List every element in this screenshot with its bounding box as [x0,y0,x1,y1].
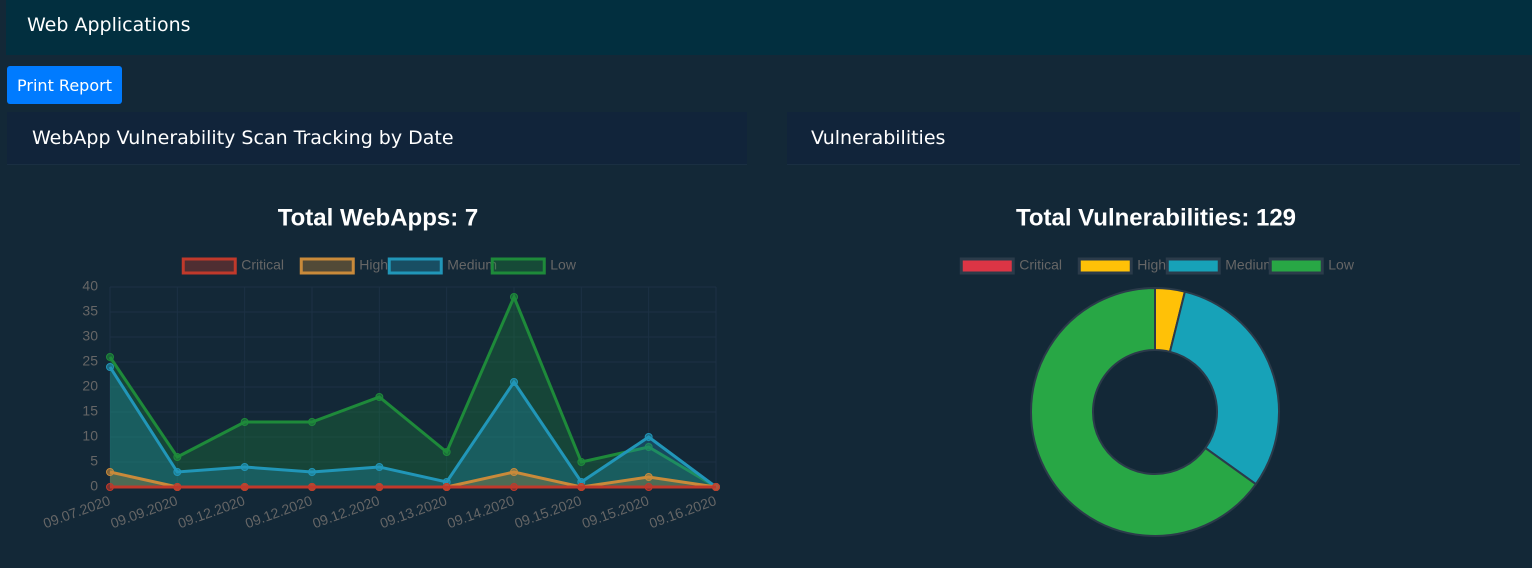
legend-label: Medium [447,257,497,273]
legend-label: Low [1328,257,1355,273]
data-point [375,463,384,471]
data-point [510,378,518,386]
data-point [510,293,518,301]
y-tick-label: 40 [82,278,98,294]
y-tick-label: 15 [82,403,98,419]
data-point [577,483,586,491]
panel-title: Vulnerabilities [787,112,1520,165]
x-tick-label: 09.13.2020 [378,492,450,531]
series-area [110,297,716,487]
y-tick-label: 25 [82,353,98,369]
y-tick-label: 35 [82,303,98,319]
data-point [173,453,182,461]
y-tick-label: 5 [90,453,98,469]
y-tick-label: 0 [90,478,98,494]
data-point [308,483,316,491]
data-point [644,483,653,491]
series-area [110,367,716,487]
header-title: Web Applications [6,0,1532,55]
data-point [240,483,249,491]
data-point [375,393,384,401]
x-tick-label: 09.14.2020 [445,492,517,531]
data-point [106,468,114,476]
data-point [577,458,586,466]
data-point [442,483,451,491]
x-tick-label: 09.12.2020 [243,492,315,531]
x-tick-label: 09.07.2020 [41,492,113,531]
legend-label: Low [550,257,577,273]
panel-title: WebApp Vulnerability Scan Tracking by Da… [7,112,747,165]
x-tick-label: 09.09.2020 [108,492,180,531]
legend-label: High [359,257,388,273]
print-report-button[interactable]: Print Report [7,66,122,104]
x-tick-label: 09.16.2020 [647,492,719,531]
legend-swatch [299,257,355,275]
series-line [108,366,717,489]
legend-label: Critical [1019,257,1062,273]
legend-label: High [1137,257,1166,273]
data-point [106,483,114,491]
legend-swatch [1268,257,1324,275]
data-point [106,363,114,371]
data-point [442,448,451,456]
legend-label: Medium [1225,257,1275,273]
data-point [375,483,384,491]
y-tick-label: 20 [82,378,98,394]
legend-label: Critical [241,257,284,273]
data-point [308,468,316,476]
data-point [644,433,653,441]
data-point [510,483,518,491]
data-point [510,468,518,476]
legend-swatch [1077,257,1133,275]
donut-slice [1168,290,1280,486]
x-tick-label: 09.15.2020 [580,492,652,531]
legend-swatch [387,257,443,275]
donut-slice [1030,286,1258,537]
legend-swatch [181,257,237,275]
data-point [240,463,249,471]
data-point [644,443,653,451]
chart-title: Total Vulnerabilities: 129 [1016,204,1296,231]
data-point [644,473,653,481]
x-tick-label: 09.15.2020 [512,492,584,531]
legend-swatch [959,257,1015,275]
x-tick-label: 09.12.2020 [176,492,248,531]
series-line [108,293,717,489]
data-point [173,468,182,476]
y-tick-label: 10 [82,428,98,444]
data-point [308,418,316,426]
legend-swatch [490,257,546,275]
data-point [106,353,114,361]
data-point [712,483,720,491]
data-point [173,483,182,491]
y-tick-label: 30 [82,328,98,344]
data-point [240,418,249,426]
legend-swatch [1165,257,1221,275]
x-tick-label: 09.12.2020 [310,492,382,531]
chart-title: Total WebApps: 7 [278,204,478,231]
